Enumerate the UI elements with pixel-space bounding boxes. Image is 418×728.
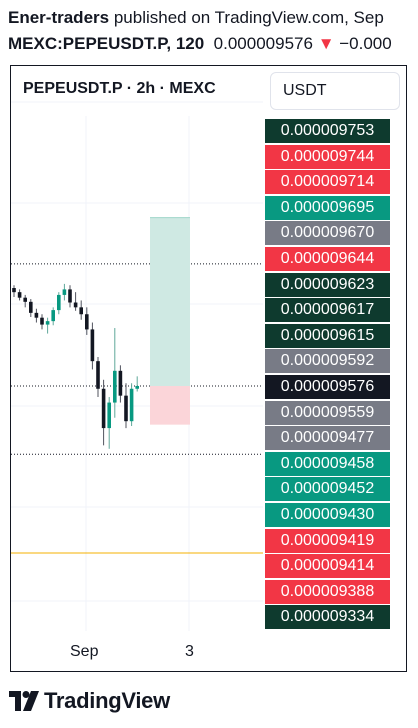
candle-body-22 (135, 386, 139, 389)
candle-body-10 (68, 289, 72, 303)
candle-body-20 (124, 395, 128, 422)
quote-line: MEXC:PEPEUSDT.P, 120 0.000009576 ▼ −0.00… (8, 33, 392, 55)
price-tag-10: 0.000009576 (265, 375, 390, 399)
price-tag-9: 0.000009592 (265, 349, 390, 374)
price-tag-14: 0.000009452 (265, 477, 390, 502)
candle-body-7 (51, 310, 55, 322)
candle-body-8 (57, 294, 61, 311)
price-tag-2: 0.000009714 (265, 170, 390, 195)
candle-body-4 (34, 312, 39, 318)
price-tag-16: 0.000009419 (265, 528, 390, 553)
candle-body-21 (129, 388, 134, 422)
candle-body-9 (62, 289, 67, 295)
currency-unit-button[interactable]: USDT (270, 72, 400, 110)
candle-body-17 (107, 402, 111, 429)
tradingview-logo-icon (9, 691, 39, 711)
published-text: published on TradingView.com, Sep (109, 8, 384, 27)
publish-line: Ener-traders published on TradingView.co… (8, 7, 384, 29)
price-tag-7: 0.000009617 (265, 298, 390, 323)
price-tag-19: 0.000009334 (265, 605, 390, 630)
candle-body-3 (29, 301, 33, 313)
price-tag-13: 0.000009458 (265, 451, 390, 476)
candle-body-5 (40, 317, 44, 325)
price-tag-4: 0.000009670 (265, 221, 390, 246)
profit-zone (150, 217, 190, 386)
price-tag-0: 0.000009753 (265, 119, 390, 143)
tradingview-logo[interactable]: TradingView (9, 688, 170, 714)
chart-frame[interactable]: PEPEUSDT.P · 2h · MEXC USDT 0.000009753 0… (10, 65, 407, 672)
price-tag-6: 0.000009623 (265, 272, 390, 297)
candle-body-6 (45, 321, 50, 325)
last-price: 0.000009576 (213, 34, 313, 53)
loss-zone (150, 386, 190, 425)
price-tag-5: 0.000009644 (265, 247, 390, 271)
candle-body-11 (73, 302, 78, 308)
price-tag-3: 0.000009695 (265, 195, 390, 220)
candle-body-13 (85, 314, 89, 330)
candle-body-18 (113, 370, 117, 403)
symbol-label: MEXC:PEPEUSDT.P, 120 (8, 34, 205, 53)
candle-body-1 (17, 292, 22, 298)
author-name[interactable]: Ener-traders (8, 8, 110, 27)
down-arrow-icon: ▼ (317, 34, 335, 53)
tradingview-wordmark: TradingView (44, 688, 170, 713)
candle-body-0 (12, 288, 16, 293)
price-tag-1: 0.000009744 (265, 144, 390, 169)
price-tag-8: 0.000009615 (265, 323, 390, 348)
x-tick-sep: Sep (70, 643, 99, 660)
candle-body-2 (23, 297, 27, 302)
chart-title: PEPEUSDT.P · 2h · MEXC (23, 80, 216, 97)
price-tag-15: 0.000009430 (265, 503, 390, 527)
candle-body-12 (79, 307, 83, 315)
price-tag-18: 0.000009388 (265, 579, 390, 604)
candle-body-16 (101, 388, 106, 429)
price-tag-17: 0.000009414 (265, 554, 390, 579)
price-tag-12: 0.000009477 (265, 426, 390, 451)
candle-body-14 (90, 329, 95, 362)
candle-body-19 (118, 370, 123, 396)
x-tick-3: 3 (185, 643, 194, 660)
candle-body-15 (96, 361, 100, 389)
price-change: −0.000 (339, 34, 392, 53)
price-tag-11: 0.000009559 (265, 400, 390, 425)
chart-plot[interactable] (11, 66, 407, 672)
